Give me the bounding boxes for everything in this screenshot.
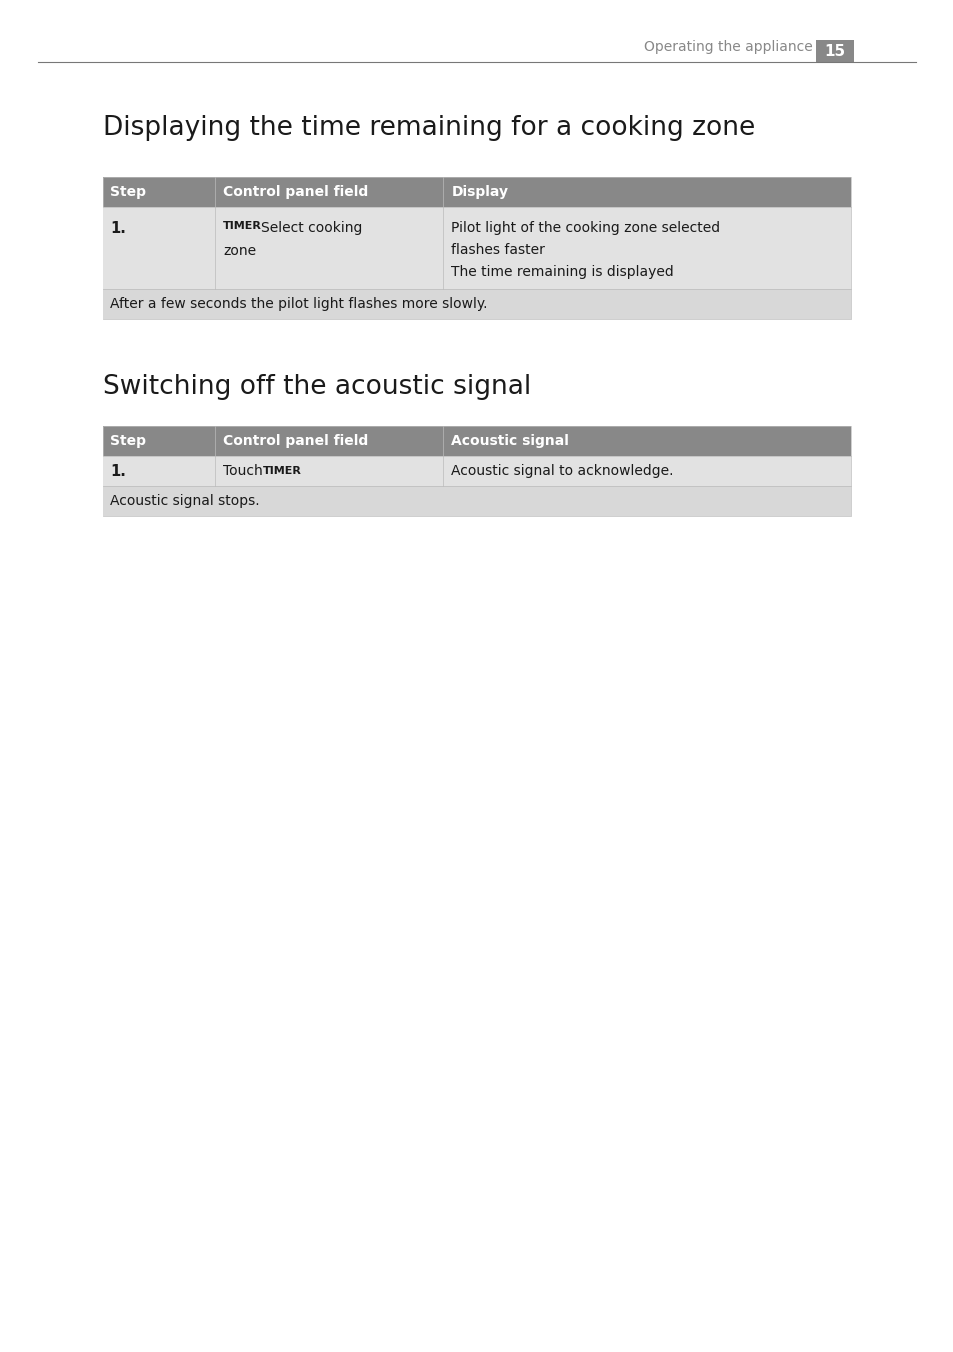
Text: Displaying the time remaining for a cooking zone: Displaying the time remaining for a cook…: [103, 115, 755, 141]
Text: Select cooking: Select cooking: [261, 220, 362, 235]
Text: Control panel field: Control panel field: [223, 434, 368, 448]
Text: 15: 15: [823, 43, 844, 58]
Text: Display: Display: [451, 185, 508, 199]
Text: 1.: 1.: [110, 220, 126, 237]
Text: The time remaining is displayed: The time remaining is displayed: [451, 265, 674, 279]
Text: Operating the appliance: Operating the appliance: [643, 41, 812, 54]
Bar: [103, 426, 850, 516]
Text: Control panel field: Control panel field: [223, 185, 368, 199]
Bar: [103, 177, 850, 207]
Bar: [103, 426, 850, 456]
Text: Step: Step: [110, 185, 146, 199]
Text: Switching off the acoustic signal: Switching off the acoustic signal: [103, 375, 531, 400]
Bar: [103, 485, 850, 516]
Text: Pilot light of the cooking zone selected: Pilot light of the cooking zone selected: [451, 220, 720, 235]
Text: Acoustic signal stops.: Acoustic signal stops.: [110, 493, 259, 508]
Text: TIMER: TIMER: [263, 466, 302, 476]
Text: Acoustic signal: Acoustic signal: [451, 434, 569, 448]
Text: Step: Step: [110, 434, 146, 448]
Bar: [103, 289, 850, 319]
Text: TIMER: TIMER: [223, 220, 262, 231]
Bar: [103, 177, 850, 319]
Bar: [103, 207, 850, 289]
Text: Touch: Touch: [223, 464, 267, 479]
Bar: [815, 41, 853, 62]
Text: Acoustic signal to acknowledge.: Acoustic signal to acknowledge.: [451, 464, 673, 479]
Text: 1.: 1.: [110, 464, 126, 479]
Text: zone: zone: [223, 243, 256, 258]
Text: flashes faster: flashes faster: [451, 243, 545, 257]
Text: After a few seconds the pilot light flashes more slowly.: After a few seconds the pilot light flas…: [110, 297, 487, 311]
Bar: [103, 456, 850, 485]
